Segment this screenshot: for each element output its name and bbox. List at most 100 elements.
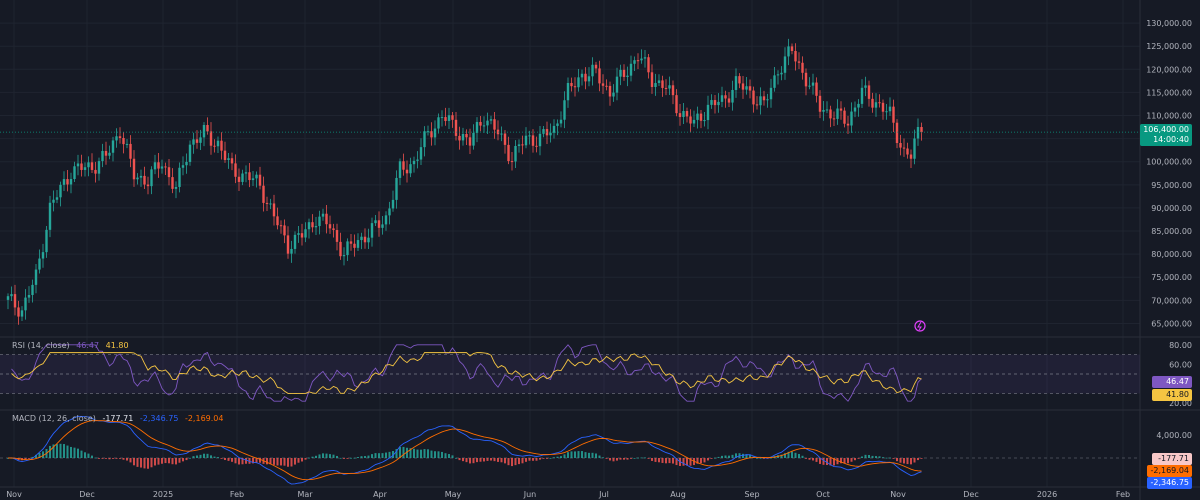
candle-body (87, 162, 90, 168)
candle-body (902, 147, 906, 149)
macd-histogram-bar (910, 458, 912, 465)
candle-body (608, 85, 612, 97)
macd-histogram-bar (273, 458, 275, 465)
candle-body (881, 102, 885, 112)
macd-histogram-bar (815, 458, 818, 462)
candle-body (171, 177, 174, 189)
candle-body (692, 119, 696, 124)
macd-histogram-bar (185, 458, 188, 461)
macd-histogram-bar (749, 454, 751, 458)
macd-histogram-bar (381, 453, 384, 458)
macd-histogram-bar (553, 457, 555, 459)
macd-badge-text: -2,346.75 (1150, 478, 1189, 487)
candle-body (290, 248, 293, 254)
macd-histogram-bar (448, 454, 450, 458)
candle-body (696, 113, 699, 120)
candle-body (482, 125, 486, 127)
candle-body (276, 216, 279, 226)
candle-body (272, 203, 276, 217)
candle-body (426, 131, 430, 133)
candle-body (741, 83, 745, 90)
macd-histogram-bar (416, 449, 419, 458)
macd-histogram-bar (462, 458, 464, 462)
macd-histogram-bar (514, 458, 517, 466)
macd-histogram-bar (182, 458, 184, 462)
time-tick-label: Aug (670, 490, 686, 499)
macd-histogram-bar (143, 458, 146, 469)
candle-body (472, 132, 475, 146)
candle-body (626, 75, 629, 77)
macd-histogram-bar (861, 456, 863, 458)
price-tick-label: 125,000.00 (1146, 42, 1192, 51)
candle-body (237, 176, 241, 182)
rsi-ma-value-badge: 41.80 (1152, 389, 1192, 401)
macd-histogram-bar (668, 458, 671, 464)
macd-histogram-bar (178, 458, 181, 463)
time-tick-label: Feb (230, 490, 244, 499)
macd-histogram-bar (539, 458, 541, 460)
macd-histogram-bar (717, 456, 720, 458)
candle-body (622, 69, 626, 77)
macd-histogram-bar (563, 454, 566, 458)
candle-body (6, 296, 10, 300)
candle-body (804, 72, 808, 87)
candle-body (188, 144, 192, 162)
candle-body (157, 162, 160, 169)
candle-body (31, 284, 34, 295)
price-tick-label: 95,000.00 (1151, 181, 1192, 190)
candle-body (811, 82, 815, 86)
candle-body (174, 186, 178, 189)
candle-body (199, 137, 202, 143)
macd-histogram-bar (875, 456, 877, 458)
candle-body (227, 158, 230, 160)
macd-histogram-bar (157, 458, 160, 465)
price-tick-label: 80,000.00 (1151, 250, 1192, 259)
macd-histogram-bar (108, 458, 111, 460)
rsi-legend: RSI (14, close) 46.47 41.80 (12, 341, 133, 350)
time-tick-label: Dec (963, 490, 978, 499)
candle-body (724, 95, 727, 99)
candle-body (664, 87, 668, 89)
candle-body (787, 46, 790, 57)
candle-body (10, 294, 13, 297)
candle-body (720, 95, 724, 102)
macd-histogram-bar (469, 458, 471, 464)
macd-histogram-bar (854, 458, 856, 461)
candle-body (864, 85, 867, 88)
macd-histogram-bar (301, 458, 303, 462)
flash-alert-icon[interactable] (914, 320, 926, 332)
candle-body (48, 202, 52, 230)
macd-histogram-bar (822, 458, 825, 465)
macd-histogram-bar (595, 453, 597, 458)
signal-badge: -2,169.04 (1147, 465, 1192, 477)
candle-body (356, 240, 360, 248)
macd-histogram-bar (49, 445, 51, 458)
macd-histogram-bar (154, 458, 156, 466)
macd-histogram-bar (234, 458, 237, 464)
candle-body (913, 138, 916, 159)
macd-histogram-bar (269, 458, 272, 465)
macd-histogram-bar (94, 457, 97, 459)
macd-histogram-bar (651, 458, 653, 461)
candle-body (41, 252, 45, 259)
macd-histogram-bar (136, 458, 139, 467)
macd-histogram-bar (455, 457, 457, 459)
macd-histogram-bar (353, 457, 356, 459)
macd-histogram-bar (133, 458, 135, 466)
macd-histogram-bar (633, 457, 636, 459)
candle-body (671, 85, 675, 96)
time-tick-label: Dec (79, 490, 94, 499)
time-tick-label: Sep (744, 490, 759, 499)
macd-histogram-bar (791, 451, 793, 458)
candle-body (538, 133, 542, 147)
macd-histogram-bar (847, 458, 849, 464)
macd-histogram-bar (574, 451, 576, 458)
candle-body (150, 169, 153, 187)
macd-histogram-bar (350, 457, 352, 459)
macd-histogram-bar (801, 455, 804, 458)
macd-histogram-bar (336, 455, 338, 458)
rsi-line (11, 344, 922, 402)
macd-histogram-bar (619, 458, 622, 460)
macd-histogram-bar (220, 458, 223, 459)
